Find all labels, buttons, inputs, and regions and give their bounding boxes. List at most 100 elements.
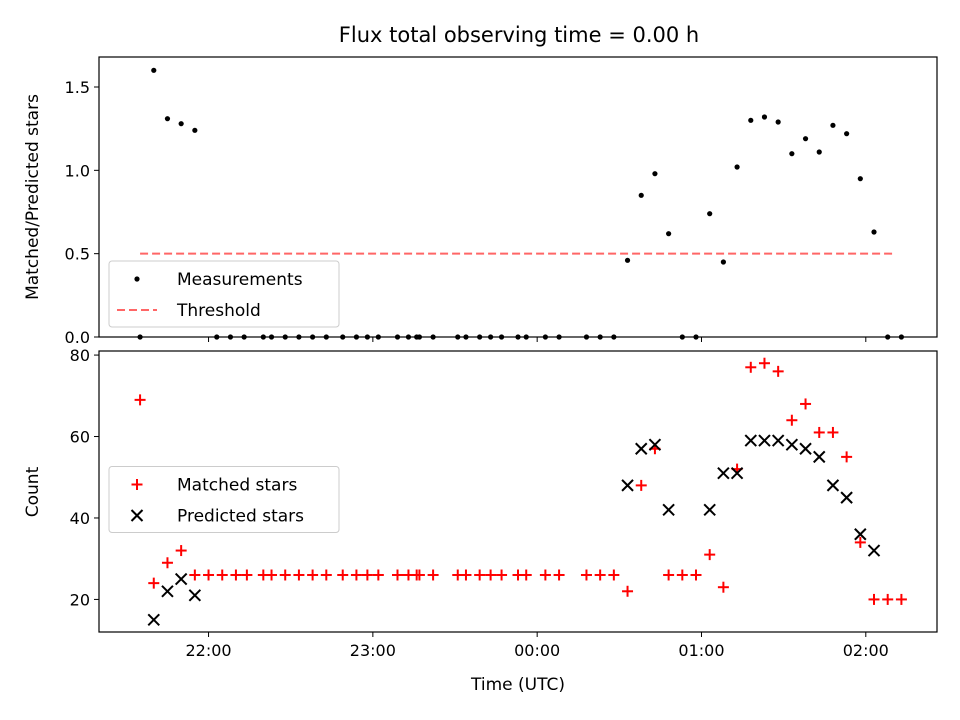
count-point-0-42 [704,549,716,561]
ratio-ticks: 0.0 0.5 1.0 1.5 [65,78,867,347]
count-point-0-43 [717,581,729,593]
count-axes-frame [98,350,938,633]
count-series-1 [147,434,881,626]
count-legend-marker-1 [130,509,144,522]
ratio-point-0-1 [151,67,157,73]
ratio-point-0-4 [192,127,198,133]
count-point-1-8 [703,503,716,517]
ratio-legend-label-0: Measurements [177,270,303,290]
count-point-0-13 [307,569,319,581]
count-point-0-22 [413,569,425,581]
x-tick-label-3: 01:00 [678,641,724,660]
count-point-0-5 [203,569,215,581]
count-point-1-14 [785,438,799,451]
ratio-point-0-41 [707,211,713,217]
count-point-1-18 [840,491,853,504]
x-tick-label-0: 22:00 [185,641,231,660]
count-point-0-4 [189,569,201,581]
count-point-0-46 [758,357,770,369]
ratio-panel: 0.0 0.5 1.0 1.5 Matched/Predicted stars Mea… [23,56,938,347]
count-point-1-13 [771,434,785,447]
ratio-point-0-38 [666,231,672,237]
count-point-0-36 [622,585,634,597]
count-point-0-0 [134,394,146,406]
count-legend-label-1: Predicted stars [177,507,304,527]
count-point-0-35 [608,569,620,581]
ratio-point-0-50 [830,122,836,128]
ratio-point-0-49 [816,149,822,155]
count-point-1-11 [744,434,757,447]
ratio-point-0-42 [720,259,726,265]
count-point-0-37 [635,479,647,491]
count-point-0-19 [392,569,404,581]
count-point-0-28 [496,569,508,581]
ratio-axes-frame [98,56,938,338]
count-point-0-55 [882,593,894,605]
count-point-0-25 [460,569,472,581]
count-point-0-14 [320,569,332,581]
count-point-0-1 [148,577,160,589]
count-legend: Matched stars Predicted stars [108,466,340,533]
count-point-1-16 [813,450,826,464]
count-point-1-20 [867,544,881,557]
x-axis-label: Time (UTC) [470,675,565,695]
count-point-0-8 [241,569,253,581]
x-tick-label-2: 00:00 [514,641,560,660]
count-point-0-6 [216,569,228,581]
count-point-0-56 [895,593,907,605]
ratio-y-tick-label-2: 1.0 [65,161,90,180]
count-point-0-52 [841,451,853,463]
count-point-0-54 [868,593,880,605]
ratio-legend-box [108,260,340,328]
count-point-1-7 [662,503,675,517]
ratio-legend: Measurements Threshold [108,260,340,328]
ratio-point-0-45 [761,114,768,120]
ratio-y-tick-label-0: 0.0 [65,328,90,347]
ratio-point-0-52 [857,176,863,182]
x-tick-label-4: 02:00 [843,641,889,660]
count-point-1-4 [621,479,634,492]
count-point-0-53 [854,536,866,548]
count-y-tick-label-3: 80 [70,346,90,365]
count-point-1-17 [826,479,840,492]
ratio-point-0-46 [775,119,781,125]
count-legend-box [108,466,340,533]
count-point-0-27 [485,569,497,581]
count-point-0-48 [786,414,798,426]
count-point-0-17 [361,569,373,581]
count-point-1-6 [648,438,662,451]
count-point-0-11 [279,569,291,581]
count-point-1-2 [174,572,188,586]
ratio-y-tick-label-3: 1.5 [65,78,90,97]
ratio-legend-label-1: Threshold [176,301,261,321]
ratio-point-0-44 [748,117,754,123]
count-point-0-33 [580,569,592,581]
count-point-1-9 [717,466,730,480]
count-point-0-26 [474,569,486,581]
count-point-0-31 [539,569,551,581]
ratio-point-0-53 [871,229,877,235]
count-legend-label-0: Matched stars [177,476,297,496]
count-point-0-30 [520,569,532,581]
count-point-0-32 [553,569,565,581]
count-y-tick-label-2: 60 [70,428,90,447]
count-point-0-10 [266,569,278,581]
count-point-0-47 [772,365,784,377]
count-point-0-7 [230,569,242,581]
count-ticks: 22:00 23:00 00:00 01:00 02:00 20 40 60 80 [70,346,889,660]
ratio-point-0-48 [802,136,809,142]
x-tick-label-1: 23:00 [350,641,396,660]
ratio-point-0-3 [178,121,184,127]
count-marks [134,357,907,626]
count-point-0-49 [800,398,812,410]
count-series-0 [134,357,907,605]
count-point-1-10 [730,466,744,480]
chart-title: Flux total observing time = 0.00 h [339,23,699,47]
count-point-1-19 [854,528,867,541]
count-point-1-1 [161,585,174,598]
count-point-0-41 [690,569,702,581]
count-point-0-18 [372,569,384,581]
ratio-point-0-35 [624,257,631,263]
count-point-1-12 [758,434,771,447]
